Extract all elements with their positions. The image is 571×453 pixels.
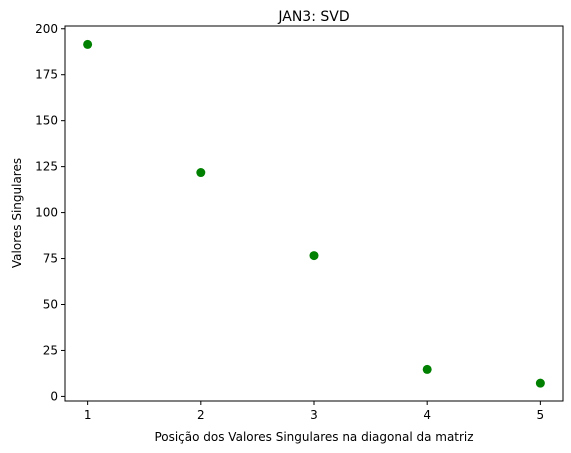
data-point	[422, 364, 432, 374]
y-tick-label: 125	[35, 160, 58, 174]
data-points	[83, 39, 545, 388]
x-tick-label: 3	[310, 408, 318, 422]
x-tick-label: 5	[537, 408, 545, 422]
data-point	[309, 251, 319, 261]
x-axis: 1 2 3 4 5	[84, 401, 544, 422]
y-tick-label: 200	[35, 22, 58, 36]
y-tick-label: 25	[43, 343, 58, 357]
y-tick-label: 150	[35, 114, 58, 128]
chart-title: JAN3: SVD	[277, 9, 349, 25]
y-tick-label: 50	[43, 297, 58, 311]
y-axis: 0 25 50 75 100 125 150 175 200	[35, 22, 65, 403]
x-tick-label: 2	[197, 408, 205, 422]
x-axis-label: Posição dos Valores Singulares na diagon…	[154, 430, 473, 444]
x-tick-label: 4	[423, 408, 431, 422]
data-point	[535, 378, 545, 388]
y-tick-label: 75	[43, 252, 58, 266]
y-tick-label: 175	[35, 68, 58, 82]
y-tick-label: 100	[35, 206, 58, 220]
plot-area	[64, 25, 564, 402]
data-point	[196, 168, 206, 178]
y-axis-label: Valores Singulares	[10, 158, 24, 268]
data-point	[83, 39, 93, 49]
y-tick-label: 0	[50, 389, 58, 403]
x-tick-label: 1	[84, 408, 92, 422]
